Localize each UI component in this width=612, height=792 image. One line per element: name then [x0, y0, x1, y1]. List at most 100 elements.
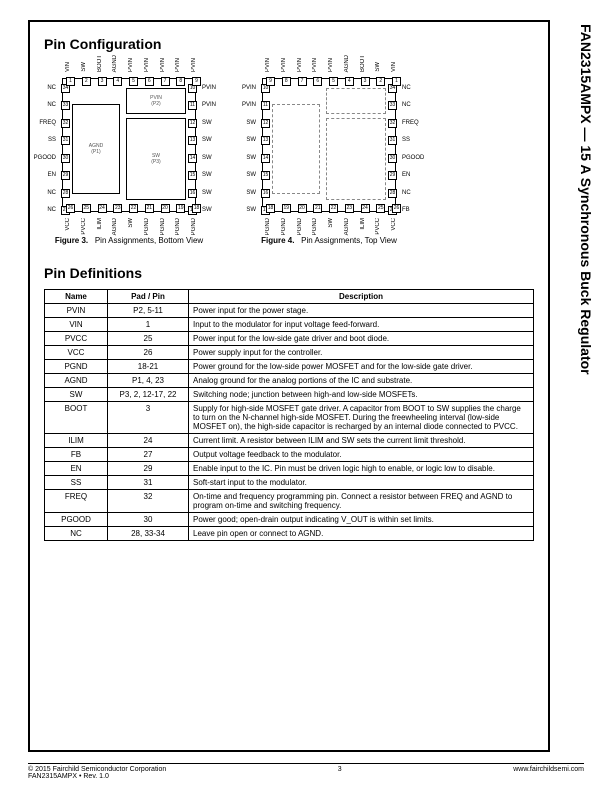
- pin-label: PGND: [265, 218, 271, 235]
- footer: © 2015 Fairchild Semiconductor Corporati…: [28, 766, 584, 780]
- pin: 26: [66, 204, 75, 213]
- pin: 20: [298, 204, 307, 213]
- pin: 28: [61, 189, 70, 198]
- pin: 12: [188, 119, 197, 128]
- pin-label: PGND: [297, 218, 303, 235]
- cell-pad: 3: [108, 402, 189, 434]
- pin-label: PVIN: [160, 58, 166, 72]
- cell-pad: P2, 5-11: [108, 304, 189, 318]
- pin: 32: [388, 119, 397, 128]
- pin: 11: [188, 101, 197, 110]
- pin-label: SW: [202, 207, 212, 213]
- pin: 20: [161, 204, 170, 213]
- pin-label: NC: [402, 190, 411, 196]
- pad-p2: [326, 88, 386, 114]
- table-row: BOOT3Supply for high-side MOSFET gate dr…: [45, 402, 534, 434]
- pin: 3: [361, 77, 370, 86]
- table-row: FREQ32On-time and frequency programming …: [45, 490, 534, 513]
- cell-pad: 32: [108, 490, 189, 513]
- pin: 31: [61, 136, 70, 145]
- pin: 4: [345, 77, 354, 86]
- pin: 19: [176, 204, 185, 213]
- pin-label: PVIN: [202, 85, 216, 91]
- th-desc: Description: [189, 290, 534, 304]
- pin-label: SW: [246, 137, 256, 143]
- pin: 22: [129, 204, 138, 213]
- cell-pad: P1, 4, 23: [108, 374, 189, 388]
- pin-label: PVIN: [242, 102, 256, 108]
- figure-row: AGND (P1)PVIN (P2)SW (P3)34NC10PVIN33NC1…: [44, 60, 534, 245]
- package-bottom: AGND (P1)PVIN (P2)SW (P3)34NC10PVIN33NC1…: [44, 60, 214, 230]
- pin: 18: [192, 204, 201, 213]
- pin-label: SW: [202, 190, 212, 196]
- footer-page: 3: [166, 766, 513, 780]
- table-row: PGOOD30Power good; open-drain output ind…: [45, 513, 534, 527]
- pin-label: SW: [328, 218, 334, 228]
- pin: 7: [161, 77, 170, 86]
- cell-name: VCC: [45, 346, 108, 360]
- footer-right: www.fairchildsemi.com: [513, 766, 584, 780]
- pin: 23: [113, 204, 122, 213]
- pad-p1: [272, 104, 320, 194]
- pin-label: SW: [246, 190, 256, 196]
- pin: 23: [345, 204, 354, 213]
- table-row: SWP3, 2, 12-17, 22Switching node; juncti…: [45, 388, 534, 402]
- pin: 9: [266, 77, 275, 86]
- cell-pad: 1: [108, 318, 189, 332]
- figure-3: AGND (P1)PVIN (P2)SW (P3)34NC10PVIN33NC1…: [44, 60, 214, 245]
- cell-name: BOOT: [45, 402, 108, 434]
- pin-label: PVIN: [128, 58, 134, 72]
- pad-p1: AGND (P1): [72, 104, 120, 194]
- pin-label: PVIN: [202, 102, 216, 108]
- pin: 29: [61, 171, 70, 180]
- pin-label: NC: [402, 102, 411, 108]
- pin-label: VCC: [391, 218, 397, 231]
- pin-label: VIN: [391, 62, 397, 72]
- pin-label: PGND: [144, 218, 150, 235]
- pin: 21: [313, 204, 322, 213]
- pin-label: PVIN: [297, 58, 303, 72]
- pin-label: BOOT: [360, 55, 366, 72]
- figure-4: 10PVIN34NC11PVIN33NC12SW32FREQ13SW31SS14…: [244, 60, 414, 245]
- pin-label: NC: [47, 190, 56, 196]
- table-row: PVINP2, 5-11Power input for the power st…: [45, 304, 534, 318]
- cell-pad: 29: [108, 462, 189, 476]
- cell-name: EN: [45, 462, 108, 476]
- pin-label: FB: [402, 207, 410, 213]
- pin: 15: [261, 171, 270, 180]
- pin: 24: [361, 204, 370, 213]
- cell-desc: Switching node; junction between high-an…: [189, 388, 534, 402]
- cell-name: VIN: [45, 318, 108, 332]
- pin: 6: [313, 77, 322, 86]
- pin-label: SW: [202, 120, 212, 126]
- pin-label: EN: [48, 172, 56, 178]
- pin-label: PVCC: [375, 218, 381, 235]
- pin: 18: [266, 204, 275, 213]
- cell-desc: Power input for the low-side gate driver…: [189, 332, 534, 346]
- table-row: EN29Enable input to the IC. Pin must be …: [45, 462, 534, 476]
- cell-name: FB: [45, 448, 108, 462]
- pin-label: NC: [402, 85, 411, 91]
- pin-label: SS: [402, 137, 410, 143]
- pin: 7: [298, 77, 307, 86]
- cell-name: PVIN: [45, 304, 108, 318]
- pin-label: SW: [246, 207, 256, 213]
- pin: 31: [388, 136, 397, 145]
- cell-name: PGND: [45, 360, 108, 374]
- table-row: PGND18-21Power ground for the low-side p…: [45, 360, 534, 374]
- figure-3-caption: Figure 3. Pin Assignments, Bottom View: [44, 236, 214, 245]
- cell-pad: 27: [108, 448, 189, 462]
- pin-label: AGND: [112, 55, 118, 72]
- pin: 32: [61, 119, 70, 128]
- pin: 2: [82, 77, 91, 86]
- pin: 21: [145, 204, 154, 213]
- cell-pad: 30: [108, 513, 189, 527]
- pin-label: ILIM: [360, 218, 366, 230]
- pin-label: PGND: [175, 218, 181, 235]
- table-row: VIN1Input to the modulator for input vol…: [45, 318, 534, 332]
- pin: 2: [376, 77, 385, 86]
- pin-label: SW: [202, 172, 212, 178]
- cell-desc: Enable input to the IC. Pin must be driv…: [189, 462, 534, 476]
- pin: 28: [388, 189, 397, 198]
- pin-label: NC: [47, 102, 56, 108]
